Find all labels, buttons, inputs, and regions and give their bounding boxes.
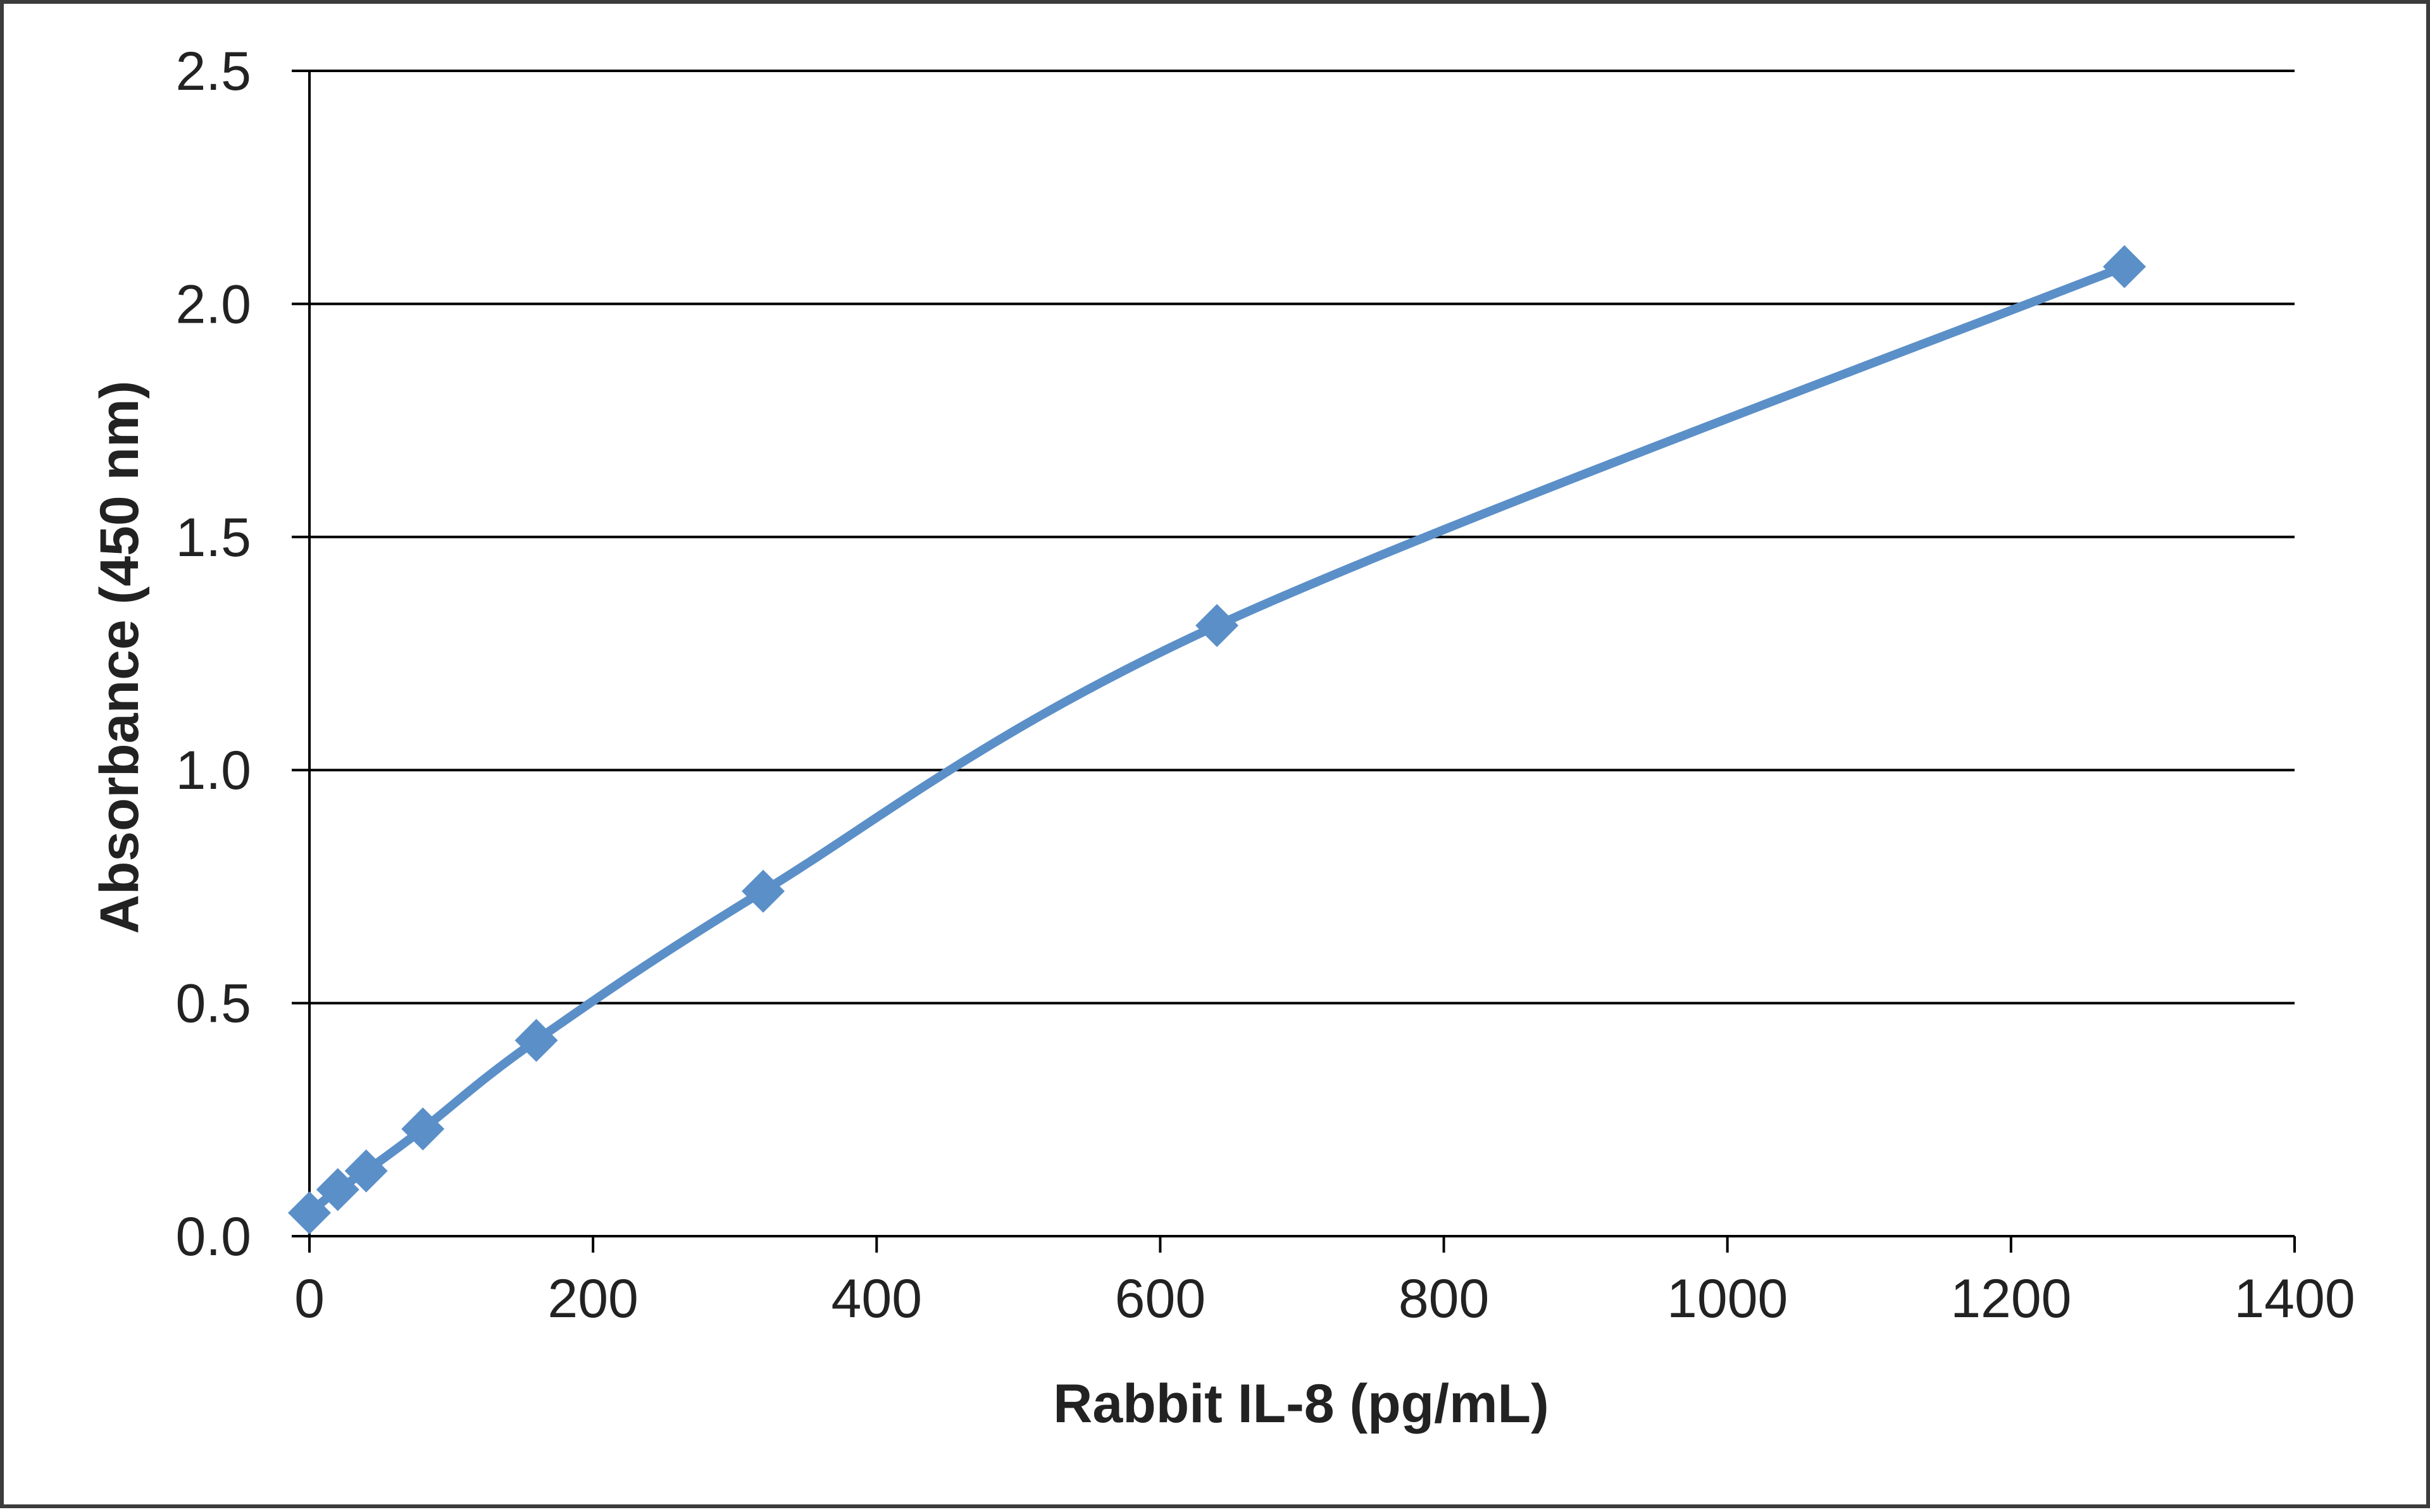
x-tick-labels: 0 200 400 600 800 1000 1200 1400: [294, 1268, 2355, 1329]
y-tick-label: 2.0: [175, 274, 251, 335]
y-axis-title: Absorbance (450 nm): [89, 381, 150, 934]
series: [288, 245, 2146, 1235]
x-tick-label: 600: [1115, 1268, 1206, 1329]
axes: [292, 70, 2296, 1253]
x-tick-label: 1400: [2234, 1268, 2355, 1329]
series-line: [305, 262, 2129, 1218]
x-tick-label: 200: [547, 1268, 639, 1329]
data-point: [742, 869, 785, 913]
data-point: [514, 1019, 558, 1062]
data-point: [288, 1191, 331, 1235]
y-tick-label: 2.5: [175, 41, 251, 102]
y-tick-label: 0.0: [175, 1206, 251, 1267]
x-tick-label: 1200: [1950, 1268, 2071, 1329]
gridlines: [309, 70, 2295, 1005]
y-tick-label: 1.5: [175, 507, 251, 568]
y-tick-label: 1.0: [175, 740, 251, 801]
x-axis-title: Rabbit IL-8 (pg/mL): [1053, 1373, 1548, 1434]
absorbance-chart: 0 200 400 600 800 1000 1200 1400 0.0 0.5 1.0 1.5 2.…: [89, 41, 2355, 1434]
x-tick-label: 0: [294, 1268, 325, 1329]
data-point: [2103, 245, 2146, 288]
x-tick-label: 1000: [1667, 1268, 1788, 1329]
x-tick-label: 400: [832, 1268, 923, 1329]
data-point: [344, 1149, 388, 1193]
x-tick-label: 800: [1399, 1268, 1490, 1329]
data-point: [1195, 604, 1239, 647]
y-tick-label: 0.5: [175, 974, 251, 1034]
y-tick-labels: 0.0 0.5 1.0 1.5 2.0 2.5: [175, 41, 251, 1267]
data-point: [401, 1107, 445, 1151]
